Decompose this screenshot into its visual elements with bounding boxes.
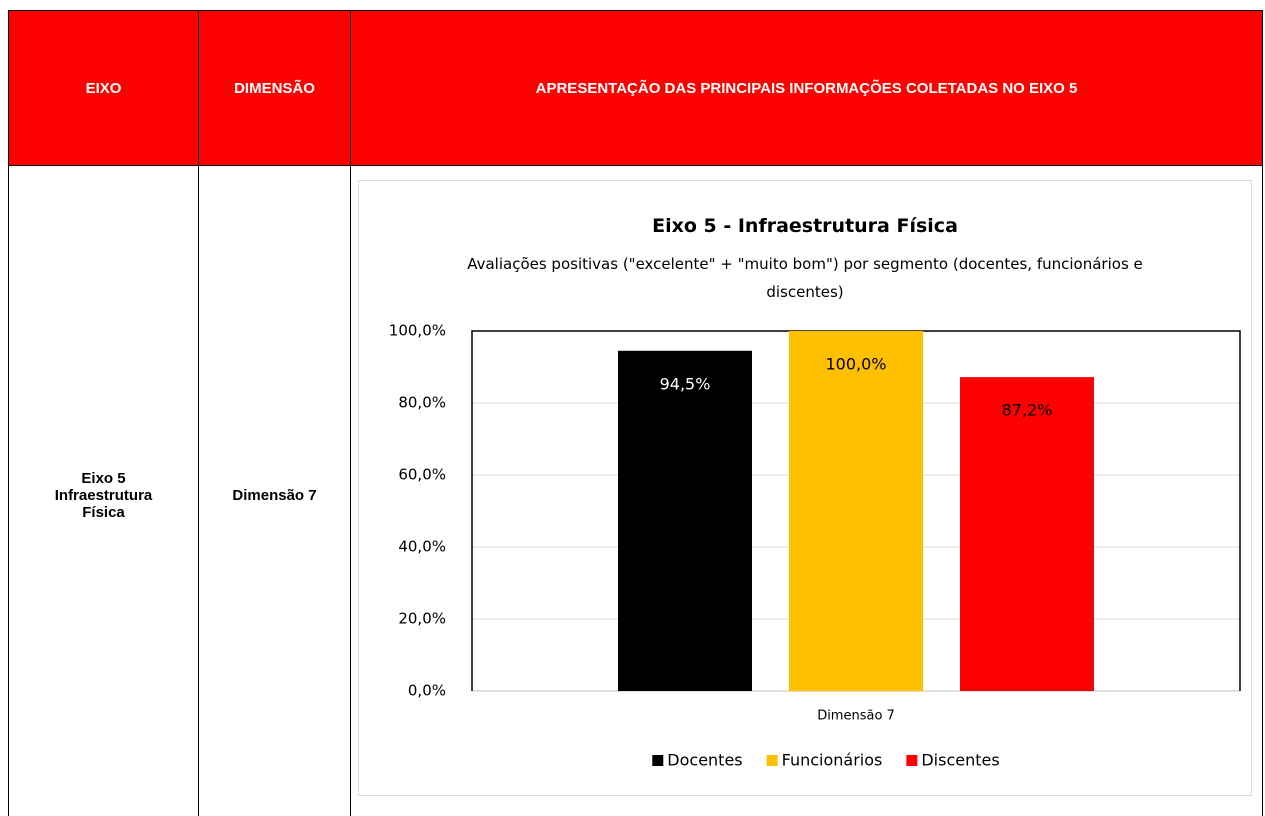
legend-label: Funcionários — [782, 751, 883, 770]
cell-line: Física — [82, 503, 125, 521]
y-tick-label: 20,0% — [398, 610, 446, 628]
legend-swatch — [906, 755, 918, 766]
header-cell: DIMENSÃO — [198, 10, 351, 166]
chart-subtitle: Avaliações positivas ("excelente" + "mui… — [467, 255, 1143, 301]
y-tick-label: 0,0% — [408, 682, 446, 700]
y-tick-label: 40,0% — [398, 538, 446, 556]
cell-line: Eixo 5 — [81, 469, 126, 487]
bar — [618, 350, 752, 691]
bar — [960, 377, 1094, 691]
x-tick-label: Dimensão 7 — [817, 709, 895, 724]
chart-title: Eixo 5 - Infraestrutura Física — [652, 215, 958, 237]
bar — [789, 331, 923, 691]
body-cell: Eixo 5 Infraestrutura Física — [8, 165, 199, 816]
header-cell: EIXO — [8, 10, 199, 166]
header-cell: APRESENTAÇÃO DAS PRINCIPAIS INFORMAÇÕES … — [350, 10, 1263, 166]
data-label: 100,0% — [825, 355, 886, 374]
legend-swatch — [652, 755, 664, 766]
legend-swatch — [766, 755, 778, 766]
data-label: 87,2% — [1002, 401, 1053, 420]
data-label: 94,5% — [660, 374, 711, 393]
cell-line: Infraestrutura — [54, 486, 153, 504]
chart-frame — [358, 180, 1252, 796]
chart-cell — [350, 165, 1263, 816]
y-tick-label: 100,0% — [389, 322, 446, 340]
legend-label: Discentes — [921, 751, 999, 770]
y-tick-label: 80,0% — [398, 394, 446, 412]
y-tick-label: 60,0% — [398, 466, 446, 484]
legend-label: Docentes — [667, 751, 742, 770]
